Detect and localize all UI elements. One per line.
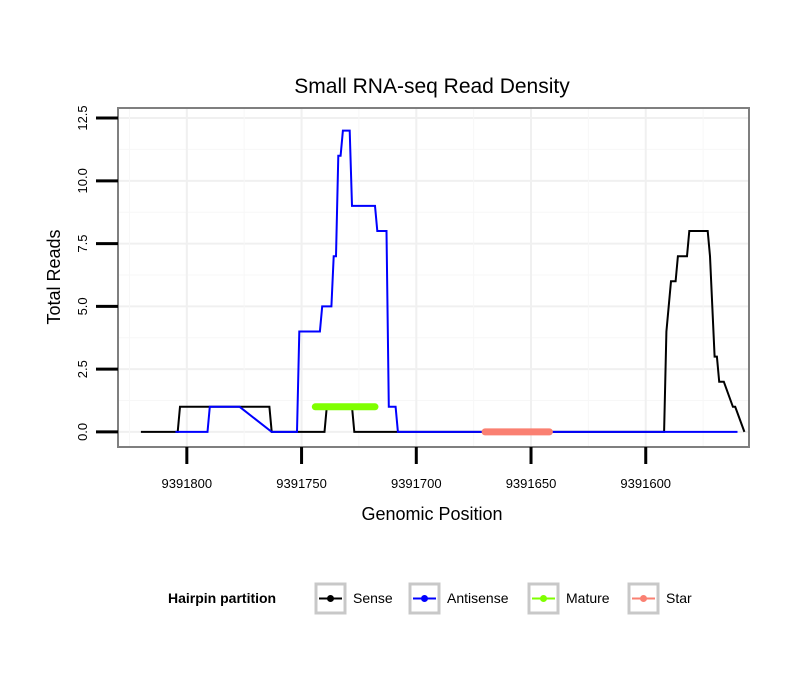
series-line-sense: [140, 230, 746, 433]
legend-key-point: [540, 595, 547, 602]
legend-item-mature: Mature: [527, 582, 610, 615]
y-tick-label: 7.5: [75, 235, 90, 253]
chart-title: Small RNA-seq Read Density: [294, 75, 570, 98]
legend-items: Sense Antisense Mature Star: [314, 582, 692, 615]
x-tick-label: 9391800: [162, 476, 213, 491]
x-axis-title: Genomic Position: [361, 504, 502, 524]
y-tick-label: 2.5: [75, 360, 90, 378]
legend-item-antisense: Antisense: [408, 582, 509, 615]
plot-background: [118, 108, 749, 447]
x-tick-label: 9391700: [391, 476, 442, 491]
y-axis-title: Total Reads: [44, 229, 64, 324]
x-tick-label: 9391650: [506, 476, 557, 491]
series-layer: [140, 129, 746, 436]
legend-item-star: Star: [627, 582, 692, 615]
series-line-antisense: [175, 129, 738, 433]
y-tick-label: 12.5: [75, 105, 90, 130]
y-tick-label: 10.0: [75, 168, 90, 193]
legend-label: Antisense: [447, 590, 509, 606]
legend-item-sense: Sense: [314, 582, 393, 615]
plot-border: [117, 107, 750, 448]
x-axis: 9391800 9391750 9391700 9391650 9391600: [162, 447, 671, 491]
legend-label: Sense: [353, 590, 393, 606]
legend-label: Mature: [566, 590, 610, 606]
y-axis: 0.0 2.5 5.0 7.5 10.0 12.5: [75, 105, 118, 441]
x-tick-label: 9391750: [276, 476, 327, 491]
legend-key-point: [327, 595, 334, 602]
y-tick-label: 0.0: [75, 423, 90, 441]
legend-title: Hairpin partition: [168, 590, 276, 606]
legend-label: Star: [666, 590, 692, 606]
x-tick-label: 9391600: [620, 476, 671, 491]
legend-key-point: [421, 595, 428, 602]
legend: Hairpin partition Sense Antisense Mature St…: [168, 582, 692, 615]
y-tick-label: 5.0: [75, 297, 90, 315]
legend-key-point: [640, 595, 647, 602]
